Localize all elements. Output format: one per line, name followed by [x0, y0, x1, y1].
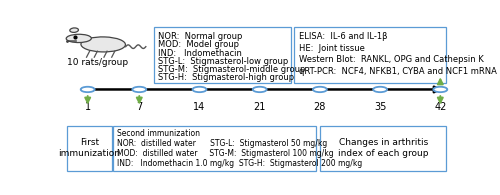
Circle shape [192, 87, 206, 92]
Text: ELISA:  IL-6 and IL-1β: ELISA: IL-6 and IL-1β [299, 32, 388, 41]
Text: qRT-PCR:  NCF4, NFKB1, CYBA and NCF1 mRNA: qRT-PCR: NCF4, NFKB1, CYBA and NCF1 mRNA [299, 67, 497, 76]
Circle shape [313, 87, 327, 92]
Text: 10 rats/group: 10 rats/group [67, 58, 128, 67]
FancyBboxPatch shape [113, 126, 316, 171]
Ellipse shape [81, 37, 126, 52]
Text: 14: 14 [194, 102, 205, 112]
Text: 1: 1 [84, 102, 91, 112]
Text: IND:   Indomethacin: IND: Indomethacin [158, 49, 242, 58]
FancyBboxPatch shape [320, 126, 446, 171]
Text: HE:  Joint tissue: HE: Joint tissue [299, 44, 365, 53]
Text: 28: 28 [314, 102, 326, 112]
Circle shape [132, 87, 146, 92]
Text: MOD:  Model group: MOD: Model group [158, 40, 239, 49]
Text: Second immunization: Second immunization [117, 129, 200, 138]
Text: 7: 7 [136, 102, 142, 112]
Circle shape [252, 87, 266, 92]
Ellipse shape [70, 28, 78, 32]
Text: 42: 42 [434, 102, 446, 112]
Text: NOR:  distilled water      STG-L:  Stigmasterol 50 mg/kg: NOR: distilled water STG-L: Stigmasterol… [117, 139, 327, 148]
Text: STG-H:  Stigmasterol-high group: STG-H: Stigmasterol-high group [158, 73, 294, 82]
Circle shape [373, 87, 387, 92]
Circle shape [434, 87, 448, 92]
Text: Changes in arthritis
index of each group: Changes in arthritis index of each group [338, 138, 428, 158]
Text: MOD:  distilled water     STG-M:  Stigmasterol 100 mg/kg: MOD: distilled water STG-M: Stigmasterol… [117, 149, 334, 158]
Text: IND:   Indomethacin 1.0 mg/kg  STG-H:  Stigmasterol 200 mg/kg: IND: Indomethacin 1.0 mg/kg STG-H: Stigm… [117, 159, 362, 168]
Text: 21: 21 [254, 102, 266, 112]
Text: sacrificed: sacrificed [397, 63, 441, 72]
Text: First
immunization: First immunization [58, 138, 120, 158]
FancyBboxPatch shape [154, 27, 291, 83]
Text: 35: 35 [374, 102, 386, 112]
Text: STG-M:  Stigmasterol-middle group: STG-M: Stigmasterol-middle group [158, 65, 306, 74]
FancyBboxPatch shape [294, 27, 446, 83]
Ellipse shape [66, 34, 92, 43]
Circle shape [80, 87, 94, 92]
Text: Western Blot:  RANKL, OPG and Cathepsin K: Western Blot: RANKL, OPG and Cathepsin K [299, 55, 484, 64]
FancyBboxPatch shape [67, 126, 112, 171]
Text: NOR:  Normal group: NOR: Normal group [158, 32, 242, 41]
Text: STG-L:  Stigmasterol-low group: STG-L: Stigmasterol-low group [158, 57, 288, 66]
